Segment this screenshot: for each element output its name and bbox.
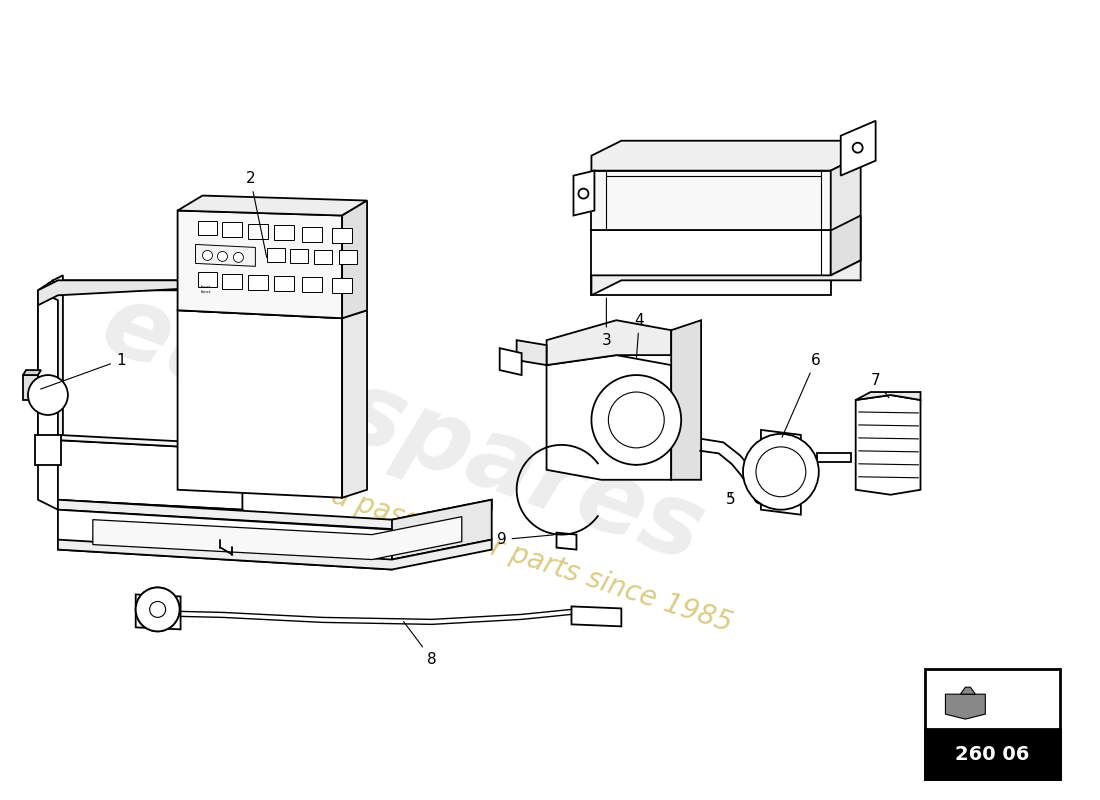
Circle shape	[742, 434, 818, 510]
Polygon shape	[332, 278, 352, 294]
Circle shape	[756, 447, 806, 497]
Polygon shape	[196, 245, 255, 266]
Circle shape	[592, 375, 681, 465]
Polygon shape	[592, 230, 830, 295]
Polygon shape	[315, 250, 332, 264]
Polygon shape	[856, 392, 921, 400]
Polygon shape	[817, 453, 850, 462]
Polygon shape	[23, 370, 41, 375]
Polygon shape	[342, 201, 367, 318]
Text: 7: 7	[871, 373, 889, 398]
Polygon shape	[267, 249, 285, 262]
Polygon shape	[517, 340, 547, 365]
Text: 5: 5	[726, 492, 736, 507]
Circle shape	[135, 587, 179, 631]
Polygon shape	[342, 310, 367, 498]
Polygon shape	[290, 250, 308, 263]
Polygon shape	[547, 355, 671, 480]
Polygon shape	[960, 687, 976, 694]
Polygon shape	[39, 280, 248, 306]
Polygon shape	[198, 221, 218, 235]
Polygon shape	[53, 435, 248, 450]
Text: eurospares: eurospares	[88, 276, 716, 584]
Polygon shape	[53, 440, 242, 510]
Polygon shape	[135, 594, 180, 630]
Polygon shape	[592, 260, 860, 295]
Polygon shape	[339, 250, 358, 264]
Polygon shape	[830, 215, 860, 275]
Polygon shape	[572, 606, 621, 626]
Text: 2: 2	[245, 171, 267, 258]
Polygon shape	[222, 274, 242, 290]
Polygon shape	[23, 375, 38, 400]
Polygon shape	[39, 290, 53, 450]
Circle shape	[754, 490, 768, 504]
Polygon shape	[249, 225, 268, 239]
Polygon shape	[177, 295, 367, 318]
Polygon shape	[573, 170, 594, 215]
Text: a passion for parts since 1985: a passion for parts since 1985	[328, 482, 736, 638]
Text: 1: 1	[41, 353, 125, 389]
Polygon shape	[302, 227, 322, 242]
Polygon shape	[830, 156, 860, 275]
Text: 3: 3	[602, 298, 612, 348]
Text: funct: funct	[200, 286, 211, 290]
Circle shape	[202, 250, 212, 260]
Circle shape	[135, 587, 179, 631]
Text: 8: 8	[404, 622, 437, 666]
Polygon shape	[198, 272, 218, 287]
Polygon shape	[547, 320, 671, 365]
Polygon shape	[177, 310, 342, 498]
Polygon shape	[39, 290, 58, 510]
Text: 4: 4	[635, 313, 645, 358]
Circle shape	[579, 189, 588, 198]
Polygon shape	[53, 500, 248, 514]
Polygon shape	[302, 278, 322, 292]
Polygon shape	[92, 517, 462, 559]
Text: funct: funct	[200, 290, 211, 294]
Circle shape	[218, 251, 228, 262]
Polygon shape	[58, 510, 392, 570]
Text: 260 06: 260 06	[955, 745, 1030, 763]
Polygon shape	[35, 435, 60, 465]
Circle shape	[608, 392, 664, 448]
Circle shape	[150, 602, 166, 618]
Polygon shape	[856, 395, 921, 494]
Polygon shape	[840, 121, 876, 176]
Polygon shape	[53, 275, 63, 450]
Polygon shape	[177, 210, 342, 318]
Polygon shape	[274, 276, 295, 291]
Polygon shape	[557, 533, 576, 550]
Polygon shape	[177, 195, 367, 215]
Text: 9: 9	[497, 532, 553, 547]
Bar	[925, 729, 1060, 779]
Text: 6: 6	[782, 353, 821, 438]
Polygon shape	[274, 226, 295, 241]
Polygon shape	[761, 430, 801, 514]
Polygon shape	[499, 348, 521, 375]
Polygon shape	[58, 540, 492, 570]
Polygon shape	[249, 275, 268, 290]
Polygon shape	[332, 229, 352, 243]
Polygon shape	[945, 694, 986, 719]
Circle shape	[233, 253, 243, 262]
Polygon shape	[592, 170, 830, 230]
Polygon shape	[671, 320, 701, 480]
Circle shape	[852, 142, 862, 153]
Polygon shape	[248, 286, 252, 430]
Circle shape	[150, 602, 166, 618]
Polygon shape	[39, 280, 242, 290]
Polygon shape	[58, 500, 492, 530]
Polygon shape	[592, 141, 860, 170]
Polygon shape	[392, 500, 492, 559]
Bar	[925, 670, 1060, 779]
Polygon shape	[222, 222, 242, 238]
Circle shape	[28, 375, 68, 415]
